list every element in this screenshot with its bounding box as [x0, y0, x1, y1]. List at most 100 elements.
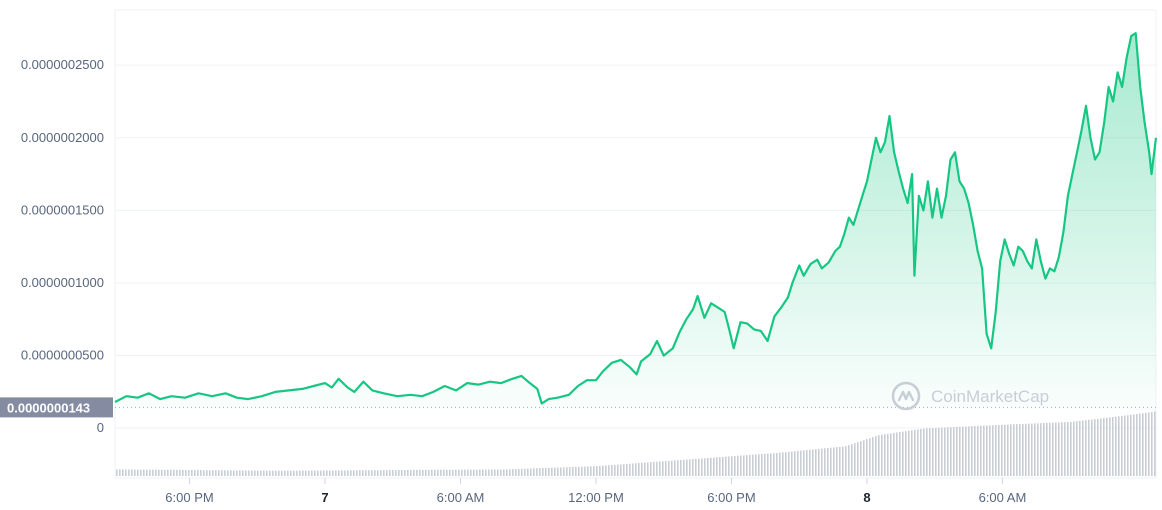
volume-bar [983, 425, 985, 476]
volume-bar [638, 463, 640, 476]
volume-bar [275, 470, 277, 476]
volume-bar [1049, 422, 1051, 476]
volume-bar [962, 426, 964, 476]
volume-bar [1031, 423, 1033, 476]
volume-bar [1154, 411, 1156, 476]
volume-bar [878, 435, 880, 476]
volume-bar [824, 448, 826, 476]
volume-bar [818, 448, 820, 476]
volume-bar [590, 466, 592, 476]
volume-bar [563, 467, 565, 476]
volume-bar [932, 428, 934, 476]
volume-bar [917, 429, 919, 476]
volume-bar [167, 469, 169, 476]
volume-bar [815, 449, 817, 476]
volume-bars [116, 411, 1156, 476]
volume-bar [353, 470, 355, 476]
volume-bar [437, 469, 439, 476]
volume-bar [947, 427, 949, 476]
volume-bar [836, 447, 838, 476]
volume-bar [662, 461, 664, 476]
volume-bar [443, 469, 445, 476]
volume-bar [338, 470, 340, 476]
volume-bar [509, 469, 511, 476]
volume-bar [569, 467, 571, 476]
volume-bar [173, 469, 175, 476]
coinmarketcap-logo-icon [891, 381, 921, 411]
volume-bar [359, 470, 361, 476]
volume-bar [623, 464, 625, 476]
volume-bar [1016, 424, 1018, 476]
volume-bar [488, 469, 490, 476]
volume-bar [185, 469, 187, 476]
volume-bar [587, 466, 589, 476]
volume-bar [581, 466, 583, 476]
volume-bar [593, 466, 595, 476]
volume-bar [413, 469, 415, 476]
volume-bar [305, 470, 307, 476]
volume-bar [557, 467, 559, 476]
volume-bar [998, 424, 1000, 476]
volume-bar [467, 469, 469, 476]
volume-bar [536, 468, 538, 476]
volume-bar [1052, 422, 1054, 476]
volume-bar [251, 470, 253, 476]
volume-bar [830, 447, 832, 476]
volume-bar [785, 452, 787, 476]
volume-bar [959, 426, 961, 476]
volume-bar [302, 470, 304, 476]
volume-bar [1070, 421, 1072, 476]
volume-bar [404, 469, 406, 476]
volume-bar [317, 470, 319, 476]
volume-bar [419, 469, 421, 476]
volume-bar [671, 460, 673, 476]
volume-bar [530, 468, 532, 476]
volume-bar [341, 470, 343, 476]
volume-bar [596, 466, 598, 476]
volume-bar [296, 470, 298, 476]
volume-bar [875, 436, 877, 476]
volume-bar [809, 449, 811, 476]
volume-bar [239, 470, 241, 476]
volume-bar [1007, 424, 1009, 476]
volume-bar [380, 470, 382, 476]
volume-bar [500, 469, 502, 476]
volume-bar [197, 470, 199, 476]
volume-bar [620, 464, 622, 476]
volume-bar [473, 469, 475, 476]
volume-bar [131, 469, 133, 476]
volume-bar [431, 469, 433, 476]
volume-bar [449, 469, 451, 476]
volume-bar [260, 470, 262, 476]
volume-bar [230, 470, 232, 476]
volume-bar [701, 458, 703, 476]
volume-bar [935, 427, 937, 476]
volume-bar [476, 469, 478, 476]
volume-bar [320, 470, 322, 476]
volume-bar [764, 453, 766, 476]
volume-bar [806, 450, 808, 476]
volume-bar [731, 456, 733, 476]
volume-bar [422, 469, 424, 476]
volume-bar [776, 452, 778, 476]
volume-bar [887, 433, 889, 476]
volume-bar [1145, 412, 1147, 476]
volume-bar [233, 470, 235, 476]
volume-bar [434, 469, 436, 476]
volume-bar [584, 466, 586, 476]
volume-bar [1013, 424, 1015, 476]
x-tick-label-6: 6:00 AM [979, 490, 1027, 505]
volume-bar [524, 468, 526, 476]
volume-bar [641, 462, 643, 476]
volume-bar [914, 429, 916, 476]
volume-bar [968, 426, 970, 476]
volume-bar [1061, 422, 1063, 476]
volume-bar [719, 457, 721, 476]
volume-bar [665, 461, 667, 476]
volume-bar [227, 470, 229, 476]
volume-bar [356, 470, 358, 476]
volume-bar [647, 462, 649, 476]
volume-bar [224, 470, 226, 476]
volume-bar [257, 470, 259, 476]
volume-bar [1121, 415, 1123, 476]
